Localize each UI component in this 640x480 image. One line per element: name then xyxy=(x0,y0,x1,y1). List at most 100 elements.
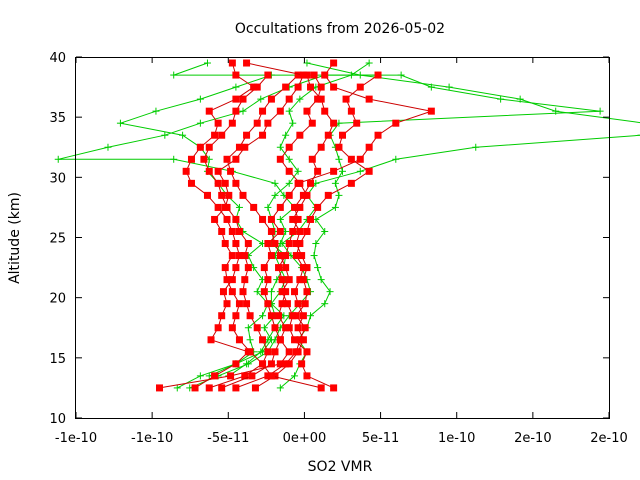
data-point xyxy=(214,203,222,211)
data-point xyxy=(228,252,236,260)
data-point xyxy=(211,215,219,223)
data-point xyxy=(312,240,320,248)
data-point xyxy=(260,288,268,296)
data-point xyxy=(317,384,325,392)
data-point xyxy=(292,240,300,248)
data-point xyxy=(321,227,329,235)
data-point xyxy=(292,252,300,260)
data-point xyxy=(365,95,373,103)
data-point xyxy=(285,276,293,284)
data-point xyxy=(267,312,275,320)
data-point xyxy=(330,384,338,392)
data-point xyxy=(294,167,302,175)
series-red-profile xyxy=(251,71,382,392)
data-point xyxy=(200,155,208,163)
data-point xyxy=(276,215,284,223)
data-point xyxy=(228,276,236,284)
data-point xyxy=(228,288,236,296)
data-point xyxy=(289,215,297,223)
data-point xyxy=(339,167,346,175)
data-point xyxy=(330,59,338,67)
data-point xyxy=(335,143,343,151)
x-tick-label: 0e+00 xyxy=(283,431,327,446)
data-point xyxy=(294,71,302,79)
data-point xyxy=(267,360,275,368)
series-red-profile xyxy=(182,59,258,392)
data-point xyxy=(264,240,272,248)
data-point xyxy=(228,119,236,127)
data-point xyxy=(221,240,229,248)
data-point xyxy=(324,191,332,199)
y-tick-label: 35 xyxy=(49,111,66,126)
data-point xyxy=(264,276,272,284)
data-point xyxy=(374,131,382,139)
data-point xyxy=(260,324,268,332)
data-point xyxy=(225,191,233,199)
data-point xyxy=(187,155,195,163)
data-point xyxy=(303,372,311,380)
series-green-profile xyxy=(116,71,275,380)
data-point xyxy=(291,203,299,211)
data-point xyxy=(259,131,267,139)
data-point xyxy=(239,288,247,296)
data-point xyxy=(239,107,247,115)
data-point xyxy=(303,264,311,272)
data-point xyxy=(317,276,325,284)
data-point xyxy=(303,288,311,296)
data-point xyxy=(285,179,293,187)
data-point xyxy=(232,95,240,103)
data-point xyxy=(276,252,284,260)
series-line xyxy=(213,62,322,389)
data-point xyxy=(243,300,251,308)
data-point xyxy=(321,300,329,308)
y-tick-label: 10 xyxy=(49,412,66,427)
ticks-layer: -1e-10 -1e-10 -5e-11 0e+00 5e-11 1e-10 2e-10 2e… xyxy=(49,51,627,446)
data-point xyxy=(296,227,304,235)
data-point xyxy=(235,143,243,151)
data-point xyxy=(303,191,311,199)
data-point xyxy=(104,143,112,151)
data-point xyxy=(161,131,169,139)
x-tick-label: 5e-11 xyxy=(362,431,400,446)
data-point xyxy=(303,227,311,235)
data-point xyxy=(243,360,251,368)
data-point xyxy=(314,95,322,103)
data-point xyxy=(241,372,249,380)
series-line xyxy=(185,62,255,389)
series-red-profile xyxy=(223,71,338,392)
data-point xyxy=(292,312,300,320)
data-point xyxy=(330,167,338,175)
data-point xyxy=(218,384,226,392)
data-point xyxy=(264,71,272,79)
data-point xyxy=(307,179,315,187)
data-point xyxy=(232,179,240,187)
data-point xyxy=(203,191,211,199)
data-point xyxy=(276,143,284,151)
x-tick-label: -5e-11 xyxy=(207,431,249,446)
data-point xyxy=(243,59,251,67)
data-point xyxy=(203,59,211,67)
data-point xyxy=(331,179,339,187)
data-point xyxy=(307,312,315,320)
data-point xyxy=(253,119,261,127)
data-point xyxy=(314,203,322,211)
data-point xyxy=(250,83,258,91)
data-point xyxy=(214,179,222,187)
data-point xyxy=(259,107,267,115)
data-point xyxy=(285,143,293,151)
data-point xyxy=(228,227,236,235)
data-point xyxy=(296,203,304,211)
data-point xyxy=(291,288,299,296)
series-layer xyxy=(54,59,640,392)
series-line xyxy=(189,62,640,389)
data-point xyxy=(218,191,226,199)
data-point xyxy=(285,240,293,248)
x-axis-title: SO2 VMR xyxy=(308,459,373,475)
data-point xyxy=(317,143,325,151)
data-point xyxy=(271,240,279,248)
data-point xyxy=(221,203,229,211)
data-point xyxy=(205,143,213,151)
data-point xyxy=(271,191,279,199)
data-point xyxy=(244,324,252,332)
